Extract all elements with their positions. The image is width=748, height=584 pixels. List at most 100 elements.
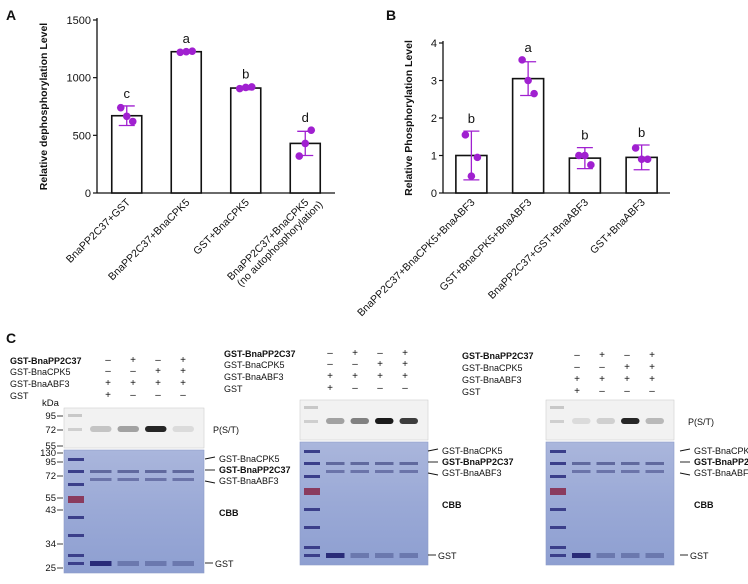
- ladder-band: [550, 420, 564, 423]
- blot-sign: +: [599, 350, 605, 361]
- cbb-ladder-band: [550, 508, 566, 511]
- data-point: [461, 131, 470, 139]
- marker-label: 72: [45, 425, 56, 436]
- blot-sign: –: [130, 390, 136, 401]
- cbb-ladder-band: [550, 462, 566, 465]
- phospho-band: [172, 426, 194, 432]
- cbb-gst-band: [375, 553, 394, 558]
- phospho-blot-image: [545, 399, 675, 441]
- marker-label: 130: [40, 448, 56, 459]
- bar: [289, 142, 322, 194]
- cbb-band: [350, 462, 369, 465]
- blot-sign: –: [352, 383, 358, 394]
- blot-sign: +: [624, 362, 630, 373]
- data-point: [188, 47, 197, 55]
- blot-sign: +: [352, 371, 358, 382]
- cbb-band: [621, 462, 640, 465]
- blot-sign: +: [327, 383, 333, 394]
- cbb-gst-band: [399, 553, 418, 558]
- data-point: [575, 151, 583, 160]
- cbb-band: [90, 478, 112, 481]
- cbb-ladder-band: [550, 546, 566, 549]
- blot-row-label: GST: [462, 387, 481, 397]
- cbb-band-label: GST-BnaPP2C37: [219, 465, 291, 475]
- cbb-ladder-band: [68, 458, 84, 461]
- band-pointer: [204, 480, 216, 484]
- marker-label: 34: [45, 539, 56, 550]
- cbb-band: [596, 462, 615, 465]
- ladder-band: [68, 428, 82, 431]
- panel-letter: A: [6, 7, 16, 23]
- blot-sign: +: [402, 348, 408, 359]
- data-point: [643, 155, 652, 164]
- blot-sign: +: [624, 374, 630, 385]
- cbb-band: [145, 478, 167, 481]
- cbb-band-label: GST-BnaCPK5: [442, 446, 503, 456]
- cbb-gst-band: [90, 561, 112, 566]
- y-tick-label: 500: [73, 130, 91, 142]
- ladder-band: [304, 420, 318, 423]
- cbb-band: [117, 470, 139, 473]
- data-point: [587, 161, 595, 169]
- blot-sign: –: [105, 355, 111, 366]
- data-point: [301, 139, 310, 148]
- cbb-band-label: GST-BnaABF3: [442, 468, 502, 478]
- blot-sign: –: [155, 355, 161, 366]
- phospho-band: [145, 426, 167, 432]
- blot-sign: +: [649, 362, 655, 373]
- gst-label: GST: [215, 559, 234, 569]
- kda-label: kDa: [42, 398, 60, 409]
- phospho-band: [399, 418, 418, 424]
- cbb-band: [572, 470, 591, 473]
- blot-row-label: GST-BnaABF3: [224, 372, 284, 382]
- blot-sign: –: [599, 362, 605, 373]
- data-point: [530, 89, 538, 98]
- band-pointer: [204, 456, 216, 460]
- blot-sign: –: [105, 366, 111, 377]
- ladder-band: [550, 406, 564, 409]
- blot-row-label: GST-BnaPP2C37: [462, 351, 534, 361]
- ladder-band: [304, 406, 318, 409]
- blot-sign: –: [574, 350, 580, 361]
- x-category-label: (no autophosphorylation): [235, 199, 326, 290]
- panel-c-blots: GST-BnaPP2C37– + – +GST-BnaCPK5– – + +GST-BnaA…: [10, 348, 748, 574]
- phospho-band: [117, 426, 139, 432]
- blot-sign: –: [574, 362, 580, 373]
- y-tick-label: 1500: [67, 15, 91, 27]
- data-point: [518, 56, 526, 64]
- data-point: [241, 83, 250, 92]
- blot-row-label: GST-BnaPP2C37: [224, 349, 296, 359]
- blot-sign: +: [402, 371, 408, 382]
- cbb-band: [621, 470, 640, 473]
- blot-2: GST-BnaPP2C37– + – +GST-BnaCPK5– – + +GST-BnaA…: [224, 348, 514, 566]
- cbb-ladder-band: [304, 462, 320, 465]
- significance-letter: c: [124, 86, 131, 101]
- blot-row-label: GST: [224, 384, 243, 394]
- cbb-band: [572, 462, 591, 465]
- cbb-ladder-band: [550, 488, 566, 495]
- blot-sign: –: [377, 383, 383, 394]
- phospho-band: [572, 418, 591, 424]
- cbb-ladder-band: [304, 475, 320, 478]
- phospho-band: [621, 418, 640, 424]
- cbb-band-label: GST-BnaABF3: [219, 476, 279, 486]
- panel-letter: B: [386, 7, 396, 23]
- marker-label: 95: [45, 411, 56, 422]
- blot-sign: –: [180, 390, 186, 401]
- cbb-ladder-band: [550, 450, 566, 453]
- blot-sign: +: [180, 355, 186, 366]
- y-axis-label: Relative Phosphorylation Level: [403, 40, 415, 196]
- cbb-ladder-band: [68, 534, 84, 537]
- blot-sign: +: [352, 348, 358, 359]
- chart-b: B 0 1 2 3 4 Relative Phosphorylation Level b Bna…: [355, 7, 670, 319]
- blot-row-label: GST-BnaCPK5: [224, 360, 285, 370]
- blot-sign: +: [105, 378, 111, 389]
- cbb-gst-band: [596, 553, 615, 558]
- cbb-gst-band: [645, 553, 664, 558]
- bar: [511, 77, 545, 194]
- cbb-band: [645, 470, 664, 473]
- cbb-band: [399, 470, 418, 473]
- blot-sign: +: [599, 374, 605, 385]
- significance-letter: b: [581, 128, 588, 143]
